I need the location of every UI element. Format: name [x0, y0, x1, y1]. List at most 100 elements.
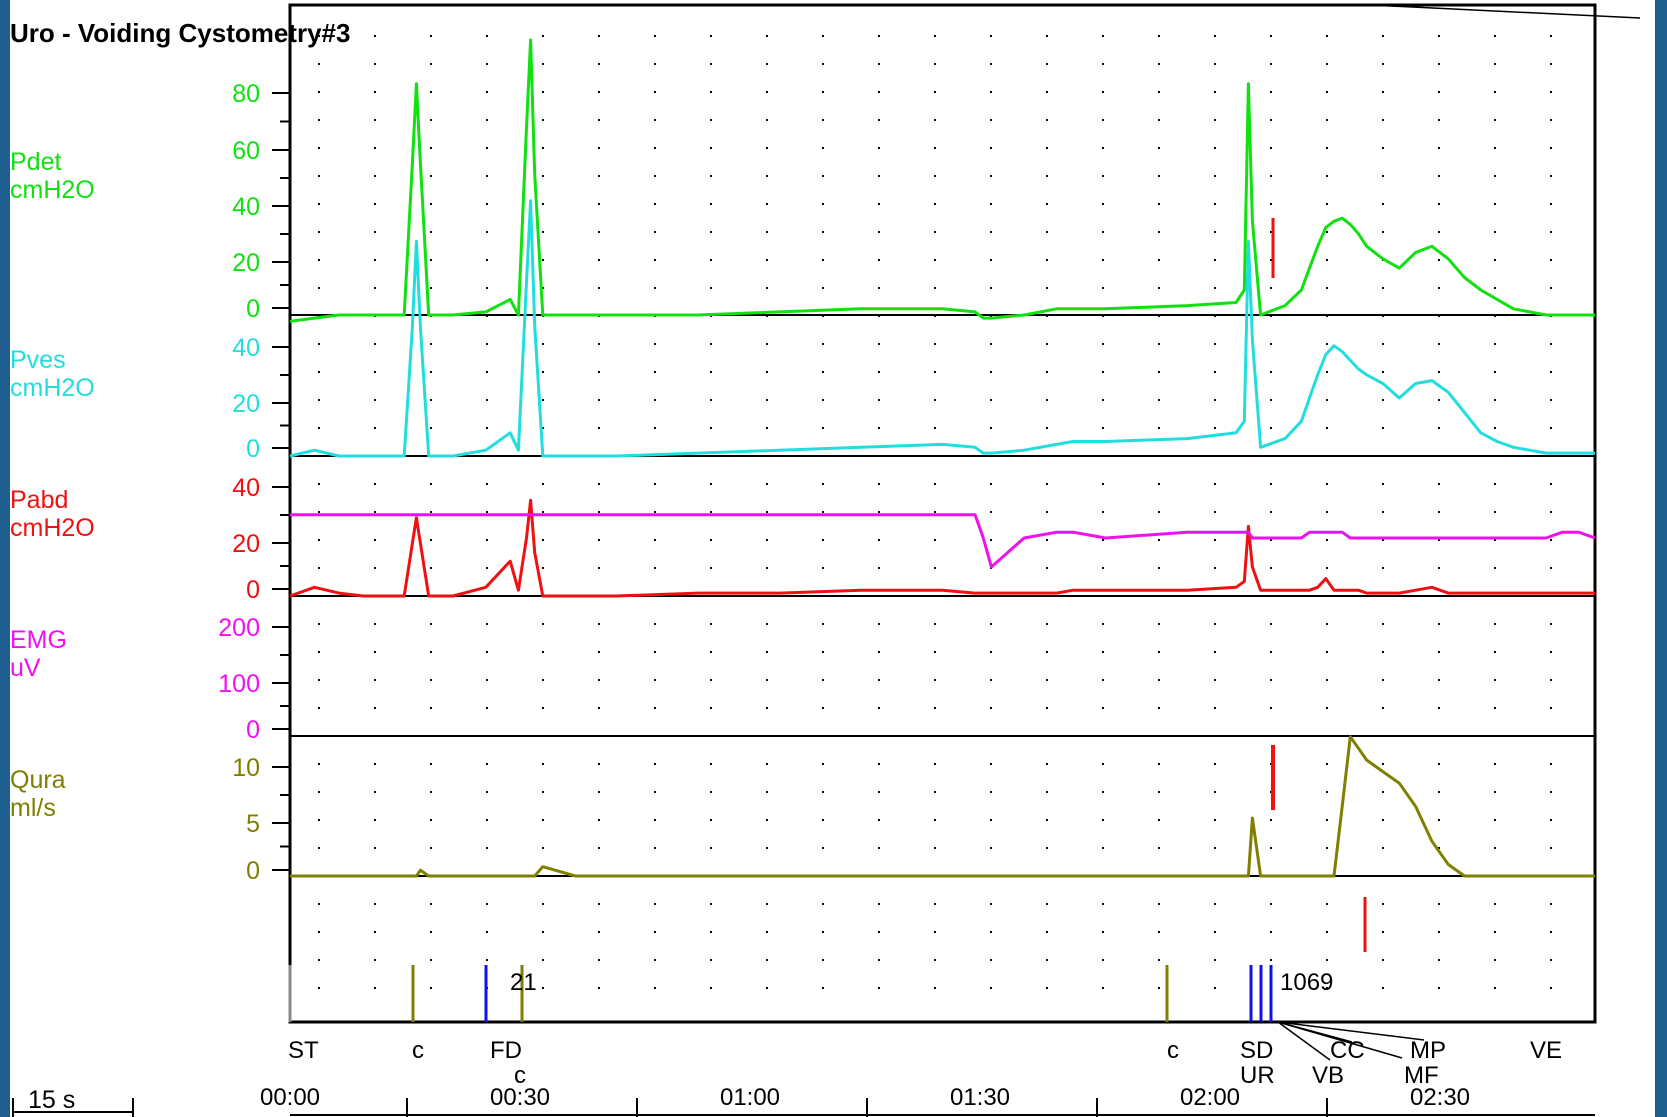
grid-dot: [1494, 343, 1496, 345]
grid-dot: [1046, 623, 1048, 625]
grid-dot: [374, 343, 376, 345]
grid-dot: [1550, 847, 1552, 849]
grid-dot: [374, 119, 376, 121]
pves-unit: cmH2O: [10, 374, 95, 402]
grid-dot: [598, 175, 600, 177]
grid-dot: [598, 959, 600, 961]
grid-dot: [710, 539, 712, 541]
pabd-tick-label: 40: [232, 474, 260, 502]
qura-tick-label: 10: [232, 754, 260, 782]
grid-dot: [766, 259, 768, 261]
grid-dot: [1494, 287, 1496, 289]
pdet-tick-label: 80: [232, 80, 260, 108]
grid-dot: [1046, 63, 1048, 65]
grid-dot: [1158, 651, 1160, 653]
grid-dot: [1494, 679, 1496, 681]
grid-dot: [934, 63, 936, 65]
grid-dot: [822, 231, 824, 233]
grid-dot: [430, 119, 432, 121]
grid-dot: [1326, 63, 1328, 65]
grid-dot: [710, 231, 712, 233]
grid-dot: [1326, 343, 1328, 345]
time-label: 02:00: [1180, 1084, 1240, 1111]
grid-dot: [1214, 959, 1216, 961]
grid-dot: [374, 959, 376, 961]
grid-dot: [1326, 903, 1328, 905]
grid-dot: [1102, 539, 1104, 541]
grid-dot: [1214, 203, 1216, 205]
grid-dot: [822, 763, 824, 765]
grid-dot: [1158, 987, 1160, 989]
grid-dot: [990, 819, 992, 821]
grid-dot: [1326, 119, 1328, 121]
grid-dot: [1158, 427, 1160, 429]
grid-dot: [934, 707, 936, 709]
grid-dot: [1494, 931, 1496, 933]
grid-dot: [710, 63, 712, 65]
grid-dot: [710, 147, 712, 149]
grid-dot: [542, 791, 544, 793]
grid-dot: [1550, 791, 1552, 793]
grid-dot: [1438, 931, 1440, 933]
grid-dot: [1326, 259, 1328, 261]
grid-dot: [1046, 959, 1048, 961]
grid-dot: [878, 63, 880, 65]
grid-dot: [1270, 399, 1272, 401]
grid-dot: [654, 679, 656, 681]
grid-dot: [934, 763, 936, 765]
grid-dot: [1270, 819, 1272, 821]
grid-dot: [1550, 903, 1552, 905]
grid-dot: [822, 287, 824, 289]
grid-dot: [878, 931, 880, 933]
grid-dot: [1326, 763, 1328, 765]
grid-dot: [1550, 371, 1552, 373]
grid-dot: [1382, 931, 1384, 933]
grid-dot: [710, 959, 712, 961]
grid-dot: [822, 567, 824, 569]
grid-dot: [430, 91, 432, 93]
grid-dot: [1270, 371, 1272, 373]
grid-dot: [542, 175, 544, 177]
grid-dot: [1382, 623, 1384, 625]
grid-dot: [654, 539, 656, 541]
grid-dot: [934, 847, 936, 849]
grid-dot: [822, 63, 824, 65]
grid-dot: [430, 791, 432, 793]
grid-dot: [990, 399, 992, 401]
grid-dot: [1550, 931, 1552, 933]
grid-dot: [934, 287, 936, 289]
grid-dot: [430, 259, 432, 261]
grid-dot: [1158, 259, 1160, 261]
grid-dot: [934, 679, 936, 681]
grid-dot: [766, 427, 768, 429]
grid-dot: [1382, 959, 1384, 961]
grid-dot: [654, 231, 656, 233]
grid-dot: [710, 483, 712, 485]
grid-dot: [1494, 763, 1496, 765]
grid-dot: [878, 119, 880, 121]
grid-dot: [1438, 203, 1440, 205]
grid-dot: [1102, 483, 1104, 485]
grid-dot: [430, 903, 432, 905]
grid-dot: [598, 651, 600, 653]
pdet-tick-label: 20: [232, 249, 260, 277]
grid-dot: [878, 511, 880, 513]
grid-dot: [430, 959, 432, 961]
grid-dot: [598, 763, 600, 765]
grid-dot: [486, 203, 488, 205]
grid-dot: [1158, 511, 1160, 513]
grid-dot: [542, 203, 544, 205]
time-label: 01:00: [720, 1084, 780, 1111]
grid-dot: [486, 847, 488, 849]
grid-dot: [766, 819, 768, 821]
grid-dot: [766, 931, 768, 933]
grid-dot: [1494, 427, 1496, 429]
grid-dot: [766, 707, 768, 709]
grid-dot: [486, 651, 488, 653]
grid-dot: [654, 371, 656, 373]
grid-dot: [710, 511, 712, 513]
grid-dot: [1270, 231, 1272, 233]
grid-dot: [1494, 259, 1496, 261]
grid-dot: [822, 399, 824, 401]
grid-dot: [934, 147, 936, 149]
